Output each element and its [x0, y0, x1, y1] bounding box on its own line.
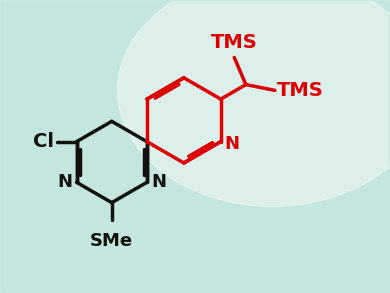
Text: SMe: SMe: [90, 232, 133, 250]
Text: TMS: TMS: [211, 33, 258, 52]
Text: TMS: TMS: [277, 81, 324, 100]
Text: N: N: [57, 173, 72, 191]
Text: Cl: Cl: [33, 132, 54, 151]
Ellipse shape: [117, 0, 390, 207]
Text: N: N: [225, 134, 239, 153]
Text: N: N: [152, 173, 167, 191]
